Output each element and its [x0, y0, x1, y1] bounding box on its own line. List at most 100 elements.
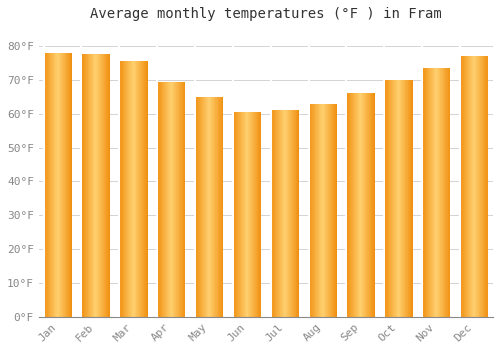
Bar [437, 68, 438, 317]
Bar [431, 68, 432, 317]
Bar [318, 104, 320, 317]
Bar [49, 53, 50, 317]
Bar [139, 61, 140, 317]
Bar [109, 55, 110, 317]
Bar [290, 110, 291, 317]
Bar [346, 93, 347, 317]
Bar [128, 61, 129, 317]
Bar [274, 110, 275, 317]
Bar [258, 112, 259, 317]
Bar [234, 112, 235, 317]
Bar [85, 55, 86, 317]
Bar [55, 53, 56, 317]
Bar [172, 82, 173, 317]
Bar [63, 53, 64, 317]
Bar [173, 82, 174, 317]
Bar [221, 97, 222, 317]
Bar [356, 93, 357, 317]
Bar [211, 97, 212, 317]
Bar [98, 55, 99, 317]
Bar [359, 93, 360, 317]
Bar [69, 53, 70, 317]
Bar [71, 53, 72, 317]
Bar [484, 56, 485, 317]
Bar [182, 82, 183, 317]
Bar [146, 61, 147, 317]
Bar [444, 68, 445, 317]
Bar [124, 61, 125, 317]
Bar [288, 110, 289, 317]
Bar [278, 110, 279, 317]
Bar [398, 80, 399, 317]
Bar [123, 61, 124, 317]
Bar [365, 93, 366, 317]
Bar [176, 82, 177, 317]
Bar [45, 53, 46, 317]
Bar [387, 80, 388, 317]
Bar [219, 97, 220, 317]
Bar [470, 56, 472, 317]
Bar [135, 61, 136, 317]
Bar [108, 55, 109, 317]
Bar [66, 53, 67, 317]
Bar [86, 55, 87, 317]
Bar [254, 112, 255, 317]
Bar [316, 104, 317, 317]
Bar [100, 55, 102, 317]
Bar [90, 55, 91, 317]
Bar [247, 112, 248, 317]
Bar [83, 55, 84, 317]
Bar [58, 53, 59, 317]
Bar [99, 55, 100, 317]
Bar [449, 68, 450, 317]
Bar [440, 68, 441, 317]
Bar [280, 110, 281, 317]
Bar [321, 104, 322, 317]
Bar [131, 61, 132, 317]
Bar [236, 112, 237, 317]
Bar [374, 93, 375, 317]
Bar [199, 97, 200, 317]
Bar [357, 93, 358, 317]
Bar [260, 112, 261, 317]
Bar [443, 68, 444, 317]
Bar [233, 112, 234, 317]
Bar [445, 68, 446, 317]
Bar [395, 80, 396, 317]
Bar [405, 80, 406, 317]
Bar [54, 53, 55, 317]
Bar [65, 53, 66, 317]
Bar [94, 55, 95, 317]
Bar [426, 68, 427, 317]
Bar [384, 80, 385, 317]
Bar [103, 55, 104, 317]
Bar [309, 104, 310, 317]
Bar [315, 104, 316, 317]
Bar [428, 68, 429, 317]
Bar [320, 104, 321, 317]
Bar [348, 93, 349, 317]
Bar [70, 53, 71, 317]
Bar [215, 97, 216, 317]
Bar [469, 56, 470, 317]
Bar [400, 80, 402, 317]
Bar [435, 68, 436, 317]
Bar [388, 80, 389, 317]
Bar [325, 104, 326, 317]
Bar [256, 112, 257, 317]
Bar [243, 112, 244, 317]
Bar [476, 56, 477, 317]
Bar [313, 104, 314, 317]
Bar [430, 68, 431, 317]
Bar [68, 53, 69, 317]
Bar [133, 61, 134, 317]
Bar [282, 110, 283, 317]
Bar [394, 80, 395, 317]
Bar [324, 104, 325, 317]
Bar [216, 97, 217, 317]
Bar [297, 110, 298, 317]
Bar [329, 104, 330, 317]
Bar [181, 82, 182, 317]
Bar [385, 80, 386, 317]
Bar [61, 53, 62, 317]
